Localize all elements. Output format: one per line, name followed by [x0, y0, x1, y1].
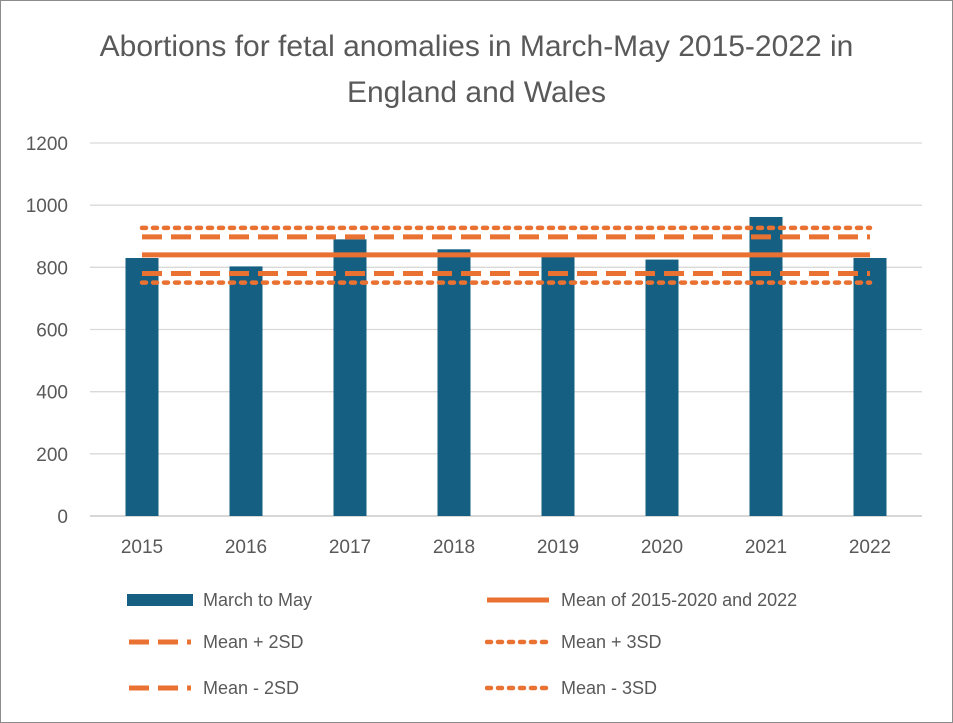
- x-tick-label: 2022: [849, 537, 891, 558]
- legend-swatch: [485, 632, 551, 652]
- legend-swatch: [127, 678, 193, 698]
- legend-item: Mean + 2SD: [127, 627, 304, 657]
- y-tick-label: 400: [36, 383, 68, 404]
- legend-item: Mean of 2015-2020 and 2022: [485, 585, 797, 615]
- bar-2016: [229, 266, 263, 516]
- bar-2021: [749, 216, 783, 516]
- legend-label: Mean - 2SD: [203, 677, 300, 698]
- y-tick-label: 0: [57, 507, 68, 528]
- legend-swatch: [127, 590, 193, 610]
- x-tick-label: 2016: [225, 537, 267, 558]
- legend-label: Mean of 2015-2020 and 2022: [561, 589, 798, 610]
- bar-2018: [437, 249, 471, 516]
- x-tick-label: 2019: [537, 537, 579, 558]
- x-tick-label: 2021: [745, 537, 787, 558]
- x-tick-label: 2017: [329, 537, 371, 558]
- legend-swatch: [485, 678, 551, 698]
- y-tick-label: 600: [36, 321, 68, 342]
- y-tick-label: 1000: [26, 196, 68, 217]
- legend-swatch: [485, 590, 551, 610]
- legend-label: Mean - 3SD: [561, 677, 658, 698]
- legend-swatch: [127, 632, 193, 652]
- legend-item: March to May: [127, 585, 312, 615]
- x-tick-label: 2020: [641, 537, 683, 558]
- y-tick-label: 200: [36, 445, 68, 466]
- legend-label: March to May: [203, 589, 313, 610]
- chart-title: Abortions for fetal anomalies in March-M…: [99, 30, 854, 109]
- y-tick-label: 1200: [26, 134, 68, 155]
- bar-2020: [645, 259, 679, 516]
- x-tick-label: 2015: [121, 537, 163, 558]
- y-tick-label: 800: [36, 258, 68, 279]
- legend-label: Mean + 3SD: [561, 631, 662, 652]
- bar-2022: [853, 258, 887, 516]
- bar-2019: [541, 255, 575, 516]
- legend-item: Mean + 3SD: [485, 627, 662, 657]
- bar-2017: [333, 239, 367, 516]
- legend-item: Mean - 2SD: [127, 673, 299, 703]
- bar-2015: [125, 258, 159, 516]
- legend-label: Mean + 2SD: [203, 631, 304, 652]
- legend-item: Mean - 3SD: [485, 673, 657, 703]
- x-tick-label: 2018: [433, 537, 475, 558]
